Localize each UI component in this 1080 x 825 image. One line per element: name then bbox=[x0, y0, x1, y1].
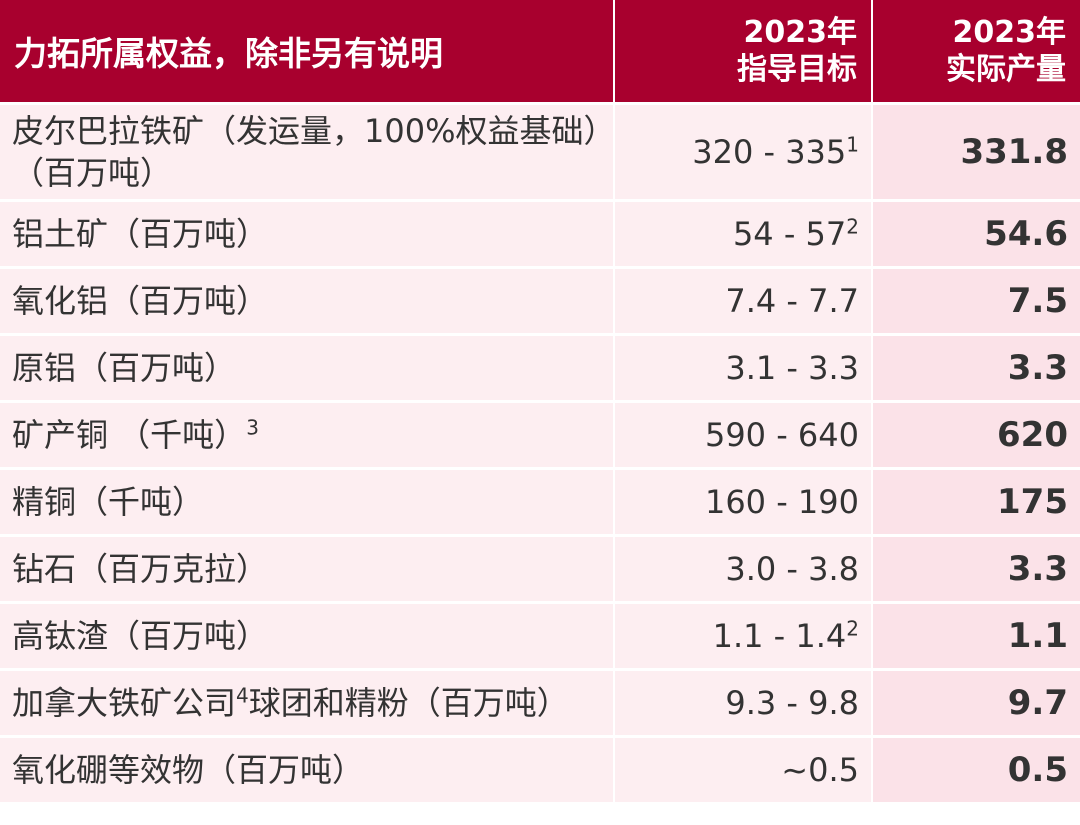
row-guidance: 160 - 190 bbox=[614, 468, 873, 537]
table-row: 氧化铝（百万吨） 7.4 - 7.7 7.5 bbox=[0, 267, 1080, 336]
header-guidance-label: 指导目标 bbox=[737, 51, 857, 87]
row-guidance: 9.3 - 9.8 bbox=[614, 669, 873, 738]
header-row: 力拓所属权益，除非另有说明 2023年 指导目标 2023年 实际产量 bbox=[0, 0, 1080, 105]
row-guidance-text: 3.1 - 3.3 bbox=[725, 348, 859, 387]
row-item-text: 氧化硼等效物（百万吨） bbox=[12, 750, 365, 789]
row-guidance-text: 9.3 - 9.8 bbox=[725, 683, 859, 722]
row-item-footnote: 4 bbox=[236, 682, 249, 707]
row-item-text: 氧化铝（百万吨） bbox=[12, 281, 269, 320]
row-guidance: 590 - 640 bbox=[614, 401, 873, 470]
row-guidance: 3.1 - 3.3 bbox=[614, 334, 873, 403]
row-guidance-text: 1.1 - 1.4 bbox=[712, 616, 847, 655]
row-item-text: 皮尔巴拉铁矿（发运量，100%权益基础）（百万吨） bbox=[12, 111, 600, 192]
row-item-text: 精铜（千吨） bbox=[12, 482, 205, 521]
row-actual: 3.3 bbox=[872, 334, 1080, 403]
row-actual: 175 bbox=[872, 468, 1080, 537]
row-item: 氧化硼等效物（百万吨） bbox=[0, 736, 615, 805]
row-item-text: 矿产铜 （千吨） bbox=[12, 415, 247, 454]
row-guidance-footnote: 2 bbox=[846, 615, 859, 640]
row-actual: 0.5 bbox=[872, 736, 1080, 805]
table-row: 皮尔巴拉铁矿（发运量，100%权益基础）（百万吨） 320 - 3351 331… bbox=[0, 103, 1080, 202]
row-item: 高钛渣（百万吨） bbox=[0, 602, 615, 671]
row-guidance-text: 54 - 57 bbox=[732, 214, 847, 253]
row-item: 氧化铝（百万吨） bbox=[0, 267, 615, 336]
table-row: 加拿大铁矿公司4球团和精粉（百万吨） 9.3 - 9.8 9.7 bbox=[0, 669, 1080, 738]
row-item: 铝土矿（百万吨） bbox=[0, 200, 615, 269]
table-row: 氧化硼等效物（百万吨） ~0.5 0.5 bbox=[0, 736, 1080, 805]
row-guidance-text: 320 - 335 bbox=[692, 132, 847, 171]
header-item: 力拓所属权益，除非另有说明 bbox=[0, 0, 615, 105]
row-item-text-cont: 球团和精粉（百万吨） bbox=[248, 683, 569, 722]
table-row: 钻石（百万克拉） 3.0 - 3.8 3.3 bbox=[0, 535, 1080, 604]
table-row: 铝土矿（百万吨） 54 - 572 54.6 bbox=[0, 200, 1080, 269]
header-guidance-year: 2023年 bbox=[743, 14, 858, 50]
row-item-footnote: 3 bbox=[246, 414, 259, 439]
row-item: 钻石（百万克拉） bbox=[0, 535, 615, 604]
row-item-text: 加拿大铁矿公司 bbox=[12, 683, 237, 722]
row-guidance: 7.4 - 7.7 bbox=[614, 267, 873, 336]
row-actual: 7.5 bbox=[872, 267, 1080, 336]
row-item-text: 钻石（百万克拉） bbox=[12, 549, 269, 588]
table-row: 高钛渣（百万吨） 1.1 - 1.42 1.1 bbox=[0, 602, 1080, 671]
table-row: 精铜（千吨） 160 - 190 175 bbox=[0, 468, 1080, 537]
row-guidance: 54 - 572 bbox=[614, 200, 873, 269]
row-actual: 331.8 bbox=[872, 103, 1080, 202]
row-guidance: 1.1 - 1.42 bbox=[614, 602, 873, 671]
row-guidance-footnote: 1 bbox=[846, 131, 859, 156]
row-actual: 620 bbox=[872, 401, 1080, 470]
row-item: 精铜（千吨） bbox=[0, 468, 615, 537]
row-guidance-text: 590 - 640 bbox=[704, 415, 859, 454]
header-guidance: 2023年 指导目标 bbox=[614, 0, 873, 105]
row-actual: 54.6 bbox=[872, 200, 1080, 269]
table-row: 原铝（百万吨） 3.1 - 3.3 3.3 bbox=[0, 334, 1080, 403]
header-actual: 2023年 实际产量 bbox=[872, 0, 1080, 105]
row-guidance-footnote: 2 bbox=[846, 213, 859, 238]
row-guidance-text: 3.0 - 3.8 bbox=[725, 549, 859, 588]
row-guidance: ~0.5 bbox=[614, 736, 873, 805]
table-row: 矿产铜 （千吨）3 590 - 640 620 bbox=[0, 401, 1080, 470]
row-guidance: 320 - 3351 bbox=[614, 103, 873, 202]
row-actual: 1.1 bbox=[872, 602, 1080, 671]
row-item: 矿产铜 （千吨）3 bbox=[0, 401, 615, 470]
row-guidance: 3.0 - 3.8 bbox=[614, 535, 873, 604]
row-guidance-text: 160 - 190 bbox=[704, 482, 859, 521]
row-guidance-text: ~0.5 bbox=[781, 750, 859, 789]
header-actual-label: 实际产量 bbox=[946, 51, 1066, 87]
production-table: 力拓所属权益，除非另有说明 2023年 指导目标 2023年 实际产量 皮尔巴拉… bbox=[0, 0, 1080, 805]
row-guidance-text: 7.4 - 7.7 bbox=[725, 281, 859, 320]
header-actual-year: 2023年 bbox=[952, 14, 1067, 50]
row-item-text: 铝土矿（百万吨） bbox=[12, 214, 269, 253]
row-item: 原铝（百万吨） bbox=[0, 334, 615, 403]
row-item-text: 原铝（百万吨） bbox=[12, 348, 237, 387]
row-item-text: 高钛渣（百万吨） bbox=[12, 616, 269, 655]
row-actual: 9.7 bbox=[872, 669, 1080, 738]
row-item: 皮尔巴拉铁矿（发运量，100%权益基础）（百万吨） bbox=[0, 103, 615, 202]
row-item: 加拿大铁矿公司4球团和精粉（百万吨） bbox=[0, 669, 615, 738]
row-actual: 3.3 bbox=[872, 535, 1080, 604]
